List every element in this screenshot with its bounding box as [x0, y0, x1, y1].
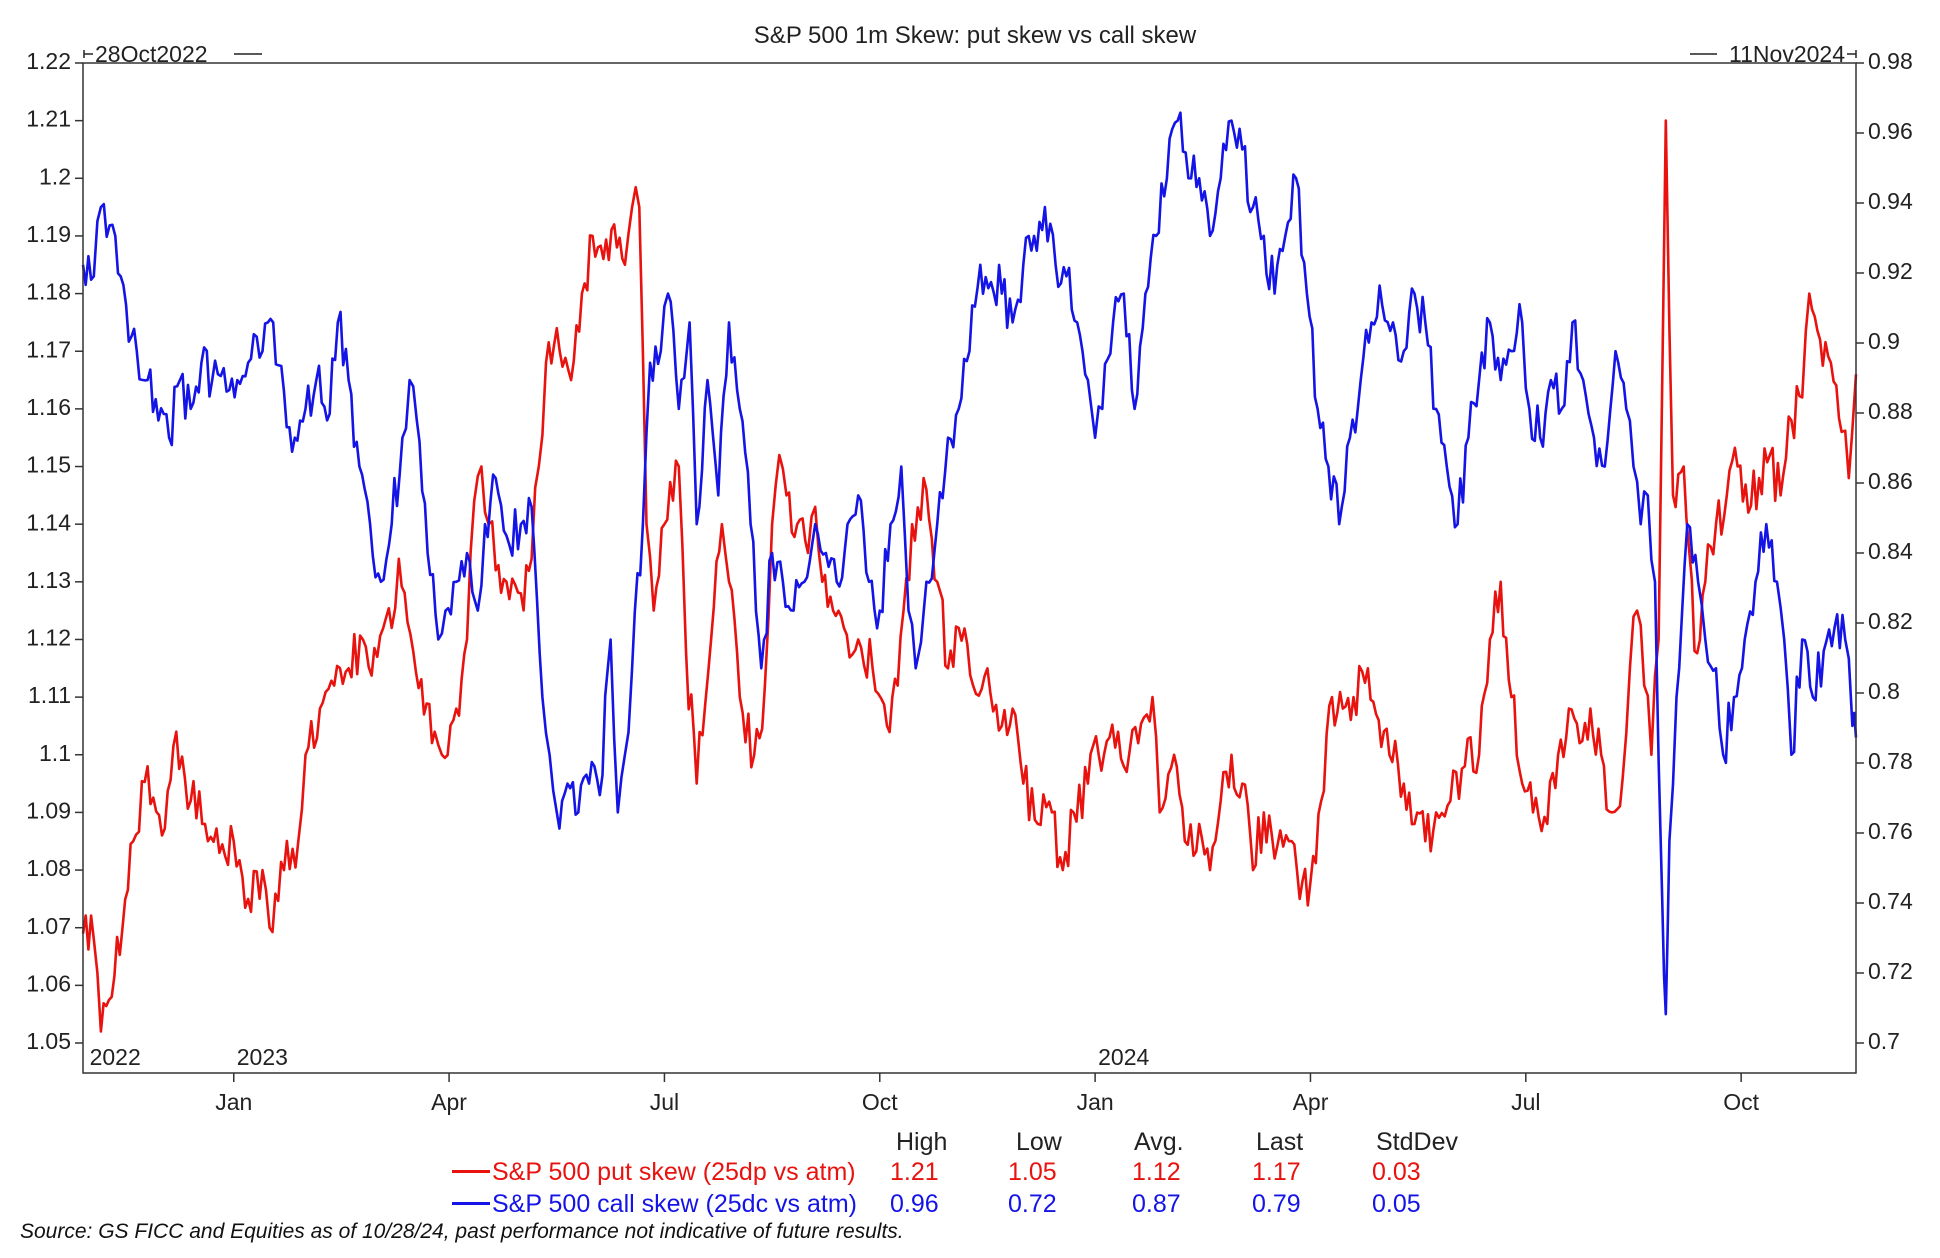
- left-axis-tick-label: 1.14: [26, 509, 71, 535]
- source-note: Source: GS FICC and Equities as of 10/28…: [20, 1220, 904, 1243]
- call-skew-stddev: 0.05: [1372, 1190, 1421, 1218]
- x-axis-tick-label: Apr: [1293, 1089, 1329, 1115]
- put-skew-low: 1.05: [1008, 1158, 1057, 1186]
- right-axis-tick-label: 0.96: [1868, 118, 1913, 144]
- right-axis-tick-label: 0.86: [1868, 468, 1913, 494]
- put-skew-last: 1.17: [1252, 1158, 1301, 1186]
- call-skew-line: [81, 111, 1858, 1016]
- stats-header-stddev: StdDev: [1376, 1128, 1458, 1156]
- right-axis-tick-label: 0.8: [1868, 678, 1900, 704]
- call-skew-last: 0.79: [1252, 1190, 1301, 1218]
- year-label: 2024: [1098, 1044, 1149, 1070]
- left-axis-tick-label: 1.2: [39, 163, 71, 189]
- stats-header-high: High: [896, 1128, 948, 1156]
- left-axis-tick-label: 1.22: [26, 48, 71, 74]
- left-axis-tick-label: 1.19: [26, 221, 71, 247]
- right-axis-tick-label: 0.72: [1868, 958, 1913, 984]
- left-axis-tick-label: 1.05: [26, 1028, 71, 1054]
- left-axis-tick-label: 1.07: [26, 913, 71, 939]
- left-axis-tick-label: 1.18: [26, 279, 71, 305]
- left-axis-tick-label: 1.12: [26, 625, 71, 651]
- x-axis-tick-label: Jul: [1511, 1089, 1540, 1115]
- left-axis-tick-label: 1.11: [28, 682, 71, 708]
- x-axis-tick-label: Jan: [215, 1089, 252, 1115]
- right-axis-tick-label: 0.84: [1868, 538, 1913, 564]
- x-axis-tick-label: Apr: [431, 1089, 467, 1115]
- call-skew-legend-label: S&P 500 call skew (25dc vs atm): [492, 1190, 857, 1218]
- put-skew-stddev: 0.03: [1372, 1158, 1421, 1186]
- year-label: 2022: [90, 1044, 141, 1070]
- series-layer: [81, 111, 1858, 1033]
- right-axis-tick-label: 0.74: [1868, 888, 1913, 914]
- left-axis-tick-label: 1.08: [26, 855, 71, 881]
- right-axis: 0.7 0.72 0.74 0.76 0.78 0.8 0.82 0.84 0.86 0.88 0.…: [1856, 48, 1913, 1054]
- stats-header-last: Last: [1256, 1128, 1304, 1156]
- right-axis-tick-label: 0.9: [1868, 328, 1900, 354]
- right-axis-tick-label: 0.76: [1868, 818, 1913, 844]
- left-axis-tick-label: 1.1: [39, 740, 71, 766]
- right-axis-tick-label: 0.82: [1868, 608, 1913, 634]
- put-skew-legend-label: S&P 500 put skew (25dp vs atm): [492, 1158, 856, 1186]
- stats-header-low: Low: [1016, 1128, 1062, 1156]
- put-skew-avg: 1.12: [1132, 1158, 1181, 1186]
- right-axis-tick-label: 0.78: [1868, 748, 1913, 774]
- year-labels: 2022 2023 2024: [90, 1044, 1150, 1070]
- plot-frame: [82, 62, 1857, 1074]
- right-axis-tick-label: 0.92: [1868, 258, 1913, 284]
- stats-table: High Low Avg. Last StdDev S&P 500 put sk…: [0, 1118, 1940, 1218]
- left-axis-tick-label: 1.09: [26, 797, 71, 823]
- left-axis-tick-label: 1.16: [26, 394, 71, 420]
- stats-header-avg: Avg.: [1134, 1128, 1184, 1156]
- left-axis-tick-label: 1.21: [26, 106, 71, 132]
- put-skew-legend-swatch: [452, 1170, 490, 1173]
- left-axis-tick-label: 1.13: [26, 567, 71, 593]
- put-skew-high: 1.21: [890, 1158, 939, 1186]
- call-skew-legend-swatch: [452, 1202, 490, 1205]
- left-axis-tick-label: 1.17: [26, 336, 71, 362]
- skew-chart: S&P 500 1m Skew: put skew vs call skew 2…: [26, 22, 1913, 1115]
- right-axis-tick-label: 0.7: [1868, 1028, 1900, 1054]
- x-axis-tick-label: Oct: [862, 1089, 898, 1115]
- x-axis: Jan Apr Jul Oct Jan Apr Jul Oct: [215, 1073, 1760, 1115]
- x-axis-tick-label: Oct: [1723, 1089, 1759, 1115]
- right-axis-tick-label: 0.98: [1868, 48, 1913, 74]
- left-axis: 1.05 1.06 1.07 1.08 1.09 1.1 1.11 1.12 1.13 1.14 1…: [26, 48, 83, 1054]
- call-skew-low: 0.72: [1008, 1190, 1057, 1218]
- call-skew-avg: 0.87: [1132, 1190, 1181, 1218]
- left-axis-tick-label: 1.06: [26, 970, 71, 996]
- left-axis-tick-label: 1.15: [26, 452, 71, 478]
- put-skew-line: [81, 119, 1858, 1033]
- chart-title: S&P 500 1m Skew: put skew vs call skew: [754, 22, 1197, 49]
- right-axis-tick-label: 0.94: [1868, 188, 1913, 214]
- call-skew-high: 0.96: [890, 1190, 939, 1218]
- right-axis-tick-label: 0.88: [1868, 398, 1913, 424]
- x-axis-tick-label: Jan: [1077, 1089, 1114, 1115]
- x-axis-tick-label: Jul: [650, 1089, 679, 1115]
- year-label: 2023: [237, 1044, 288, 1070]
